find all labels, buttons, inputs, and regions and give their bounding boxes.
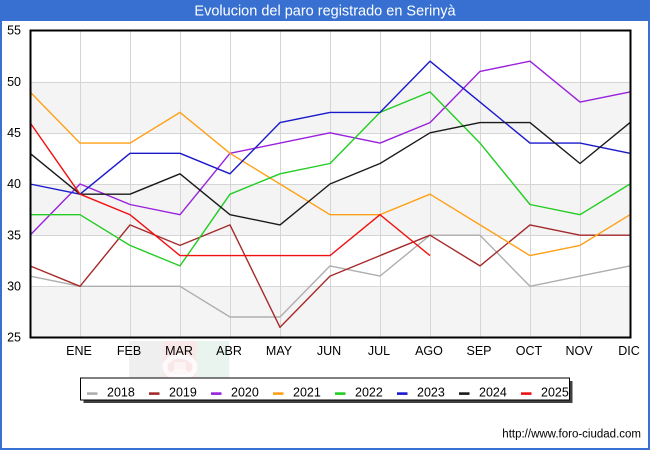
svg-text:MAR: MAR <box>165 344 193 358</box>
svg-text:2019: 2019 <box>169 386 197 400</box>
svg-text:55: 55 <box>7 24 21 38</box>
svg-text:2023: 2023 <box>417 386 445 400</box>
svg-text:SEP: SEP <box>466 344 491 358</box>
svg-text:JUL: JUL <box>368 344 390 358</box>
svg-text:Evolucion del paro registrado: Evolucion del paro registrado en Serinyà <box>194 4 456 20</box>
svg-text:2025: 2025 <box>541 386 569 400</box>
svg-text:2020: 2020 <box>231 386 259 400</box>
svg-text:35: 35 <box>7 228 21 242</box>
svg-text:2022: 2022 <box>355 386 383 400</box>
svg-text:AGO: AGO <box>415 344 443 358</box>
svg-text:NOV: NOV <box>565 344 593 358</box>
svg-text:2024: 2024 <box>479 386 507 400</box>
svg-text:40: 40 <box>7 177 21 191</box>
svg-text:30: 30 <box>7 280 21 294</box>
svg-text:2021: 2021 <box>293 386 321 400</box>
svg-text:http://www.foro-ciudad.com: http://www.foro-ciudad.com <box>502 429 641 441</box>
svg-text:2018: 2018 <box>107 386 135 400</box>
svg-text:25: 25 <box>7 331 21 345</box>
svg-text:ABR: ABR <box>216 344 242 358</box>
svg-text:OCT: OCT <box>516 344 543 358</box>
svg-text:MAY: MAY <box>266 344 293 358</box>
svg-text:JUN: JUN <box>317 344 341 358</box>
svg-text:45: 45 <box>7 126 21 140</box>
svg-text:50: 50 <box>7 75 21 89</box>
svg-text:DIC: DIC <box>618 344 640 358</box>
svg-text:ENE: ENE <box>66 344 92 358</box>
svg-text:FEB: FEB <box>117 344 141 358</box>
